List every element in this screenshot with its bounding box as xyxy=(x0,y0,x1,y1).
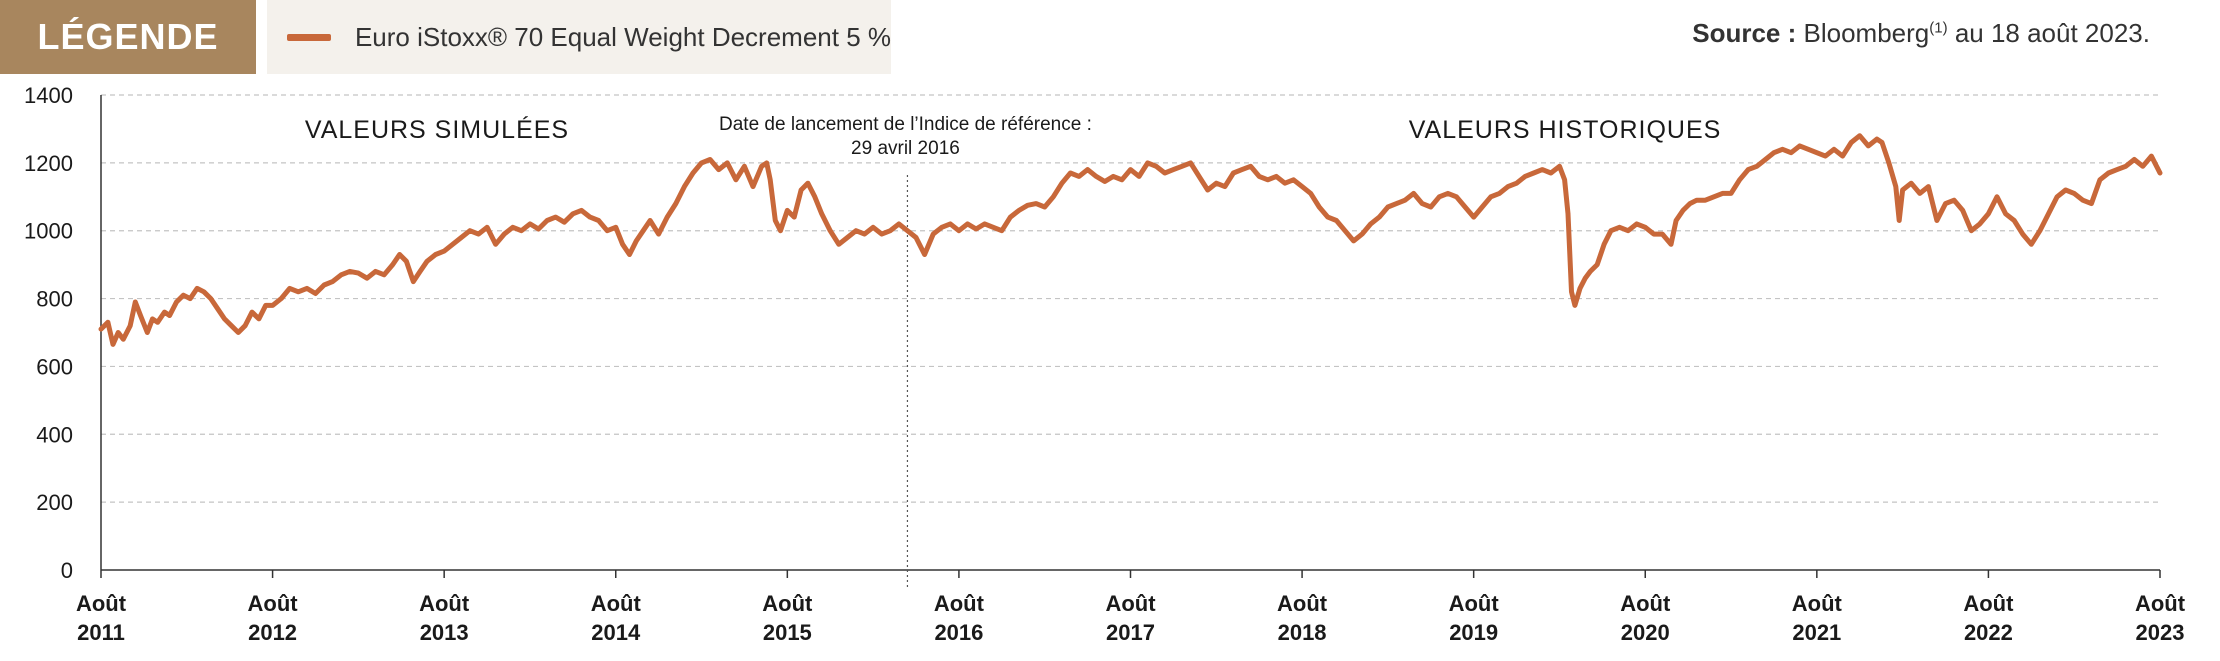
launch-annotation: Date de lancement de l’Indice de référen… xyxy=(719,114,1092,135)
x-tick-label: 2016 xyxy=(934,620,983,645)
x-tick-label: Août xyxy=(1277,591,1328,616)
x-tick-label: Août xyxy=(2135,591,2186,616)
x-tick-label: Août xyxy=(1620,591,1671,616)
x-tick-label: 2020 xyxy=(1621,620,1670,645)
x-tick-label: 2014 xyxy=(591,620,641,645)
x-tick-label: 2019 xyxy=(1449,620,1498,645)
x-tick-label: 2018 xyxy=(1278,620,1327,645)
source-note: Source : Bloomberg(1) au 18 août 2023. xyxy=(1692,18,2150,49)
x-tick-label: 2015 xyxy=(763,620,812,645)
x-tick-label: Août xyxy=(591,591,642,616)
y-tick-label: 600 xyxy=(36,354,73,379)
x-tick-label: 2023 xyxy=(2136,620,2185,645)
x-tick-label: 2011 xyxy=(77,620,125,645)
x-tick-label: Août xyxy=(762,591,813,616)
x-tick-label: 2022 xyxy=(1964,620,2013,645)
source-label: Source : xyxy=(1692,18,1797,48)
legend-series-label: Euro iStoxx® 70 Equal Weight Decrement 5… xyxy=(354,21,891,52)
source-date: au 18 août 2023. xyxy=(1954,18,2150,48)
legend-title: LÉGENDE xyxy=(0,0,256,74)
source-provider: Bloomberg xyxy=(1803,18,1930,48)
x-tick-label: Août xyxy=(76,591,127,616)
x-tick-label: Août xyxy=(248,591,299,616)
y-tick-label: 1000 xyxy=(24,219,73,244)
historical-values-label: VALEURS HISTORIQUES xyxy=(1409,116,1722,144)
y-tick-label: 200 xyxy=(36,490,73,515)
x-tick-label: Août xyxy=(1449,591,1500,616)
y-tick-label: 1400 xyxy=(24,83,73,108)
x-tick-label: Août xyxy=(1963,591,2014,616)
x-tick-label: Août xyxy=(419,591,470,616)
legend-box: Euro iStoxx® 70 Equal Weight Decrement 5… xyxy=(267,0,891,74)
legend-swatch xyxy=(287,33,331,41)
x-tick-label: 2012 xyxy=(248,620,297,645)
y-tick-label: 800 xyxy=(36,287,73,312)
y-tick-label: 400 xyxy=(36,422,73,447)
x-tick-label: 2013 xyxy=(420,620,469,645)
y-tick-label: 0 xyxy=(61,558,73,583)
x-tick-label: 2017 xyxy=(1106,620,1155,645)
x-tick-label: Août xyxy=(934,591,985,616)
x-tick-label: 2021 xyxy=(1792,620,1841,645)
y-tick-label: 1200 xyxy=(24,151,73,176)
series-line xyxy=(98,133,2163,347)
x-tick-label: Août xyxy=(1792,591,1843,616)
simulated-values-label: VALEURS SIMULÉES xyxy=(305,115,569,144)
x-tick-label: Août xyxy=(1105,591,1156,616)
launch-annotation: 29 avril 2016 xyxy=(851,138,960,159)
source-footnote: (1) xyxy=(1929,19,1948,37)
